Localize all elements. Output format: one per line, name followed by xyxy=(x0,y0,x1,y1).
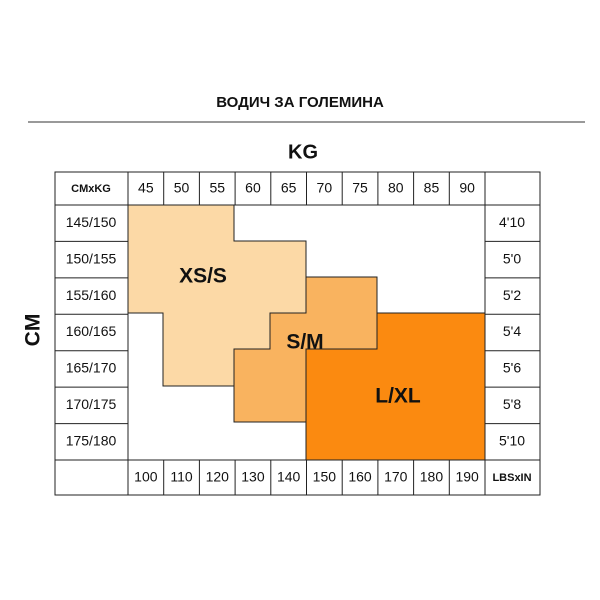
lbs-cell: 190 xyxy=(455,469,479,485)
kg-cell: 70 xyxy=(317,180,333,196)
kg-cell: 50 xyxy=(174,180,190,196)
kg-cell: 80 xyxy=(388,180,404,196)
cm-cell: 160/165 xyxy=(66,323,117,339)
kg-cell: 75 xyxy=(352,180,368,196)
in-cell: 4'10 xyxy=(499,214,525,230)
lbs-cell: 130 xyxy=(241,469,265,485)
in-cell: 5'8 xyxy=(503,396,521,412)
lbs-cell: 150 xyxy=(313,469,337,485)
size-label: XS/S xyxy=(179,265,227,288)
in-cell: 5'2 xyxy=(503,287,521,303)
size-label: S/M xyxy=(286,331,323,354)
in-cell: 5'10 xyxy=(499,432,525,448)
lbs-cell: 160 xyxy=(348,469,372,485)
in-cell: 5'4 xyxy=(503,323,521,339)
corner-top: CMxKG xyxy=(71,183,111,195)
corner-bottom: LBSxIN xyxy=(492,472,531,484)
kg-cell: 65 xyxy=(281,180,297,196)
lbs-cell: 170 xyxy=(384,469,408,485)
cm-cell: 165/170 xyxy=(66,360,117,376)
kg-cell: 85 xyxy=(424,180,440,196)
kg-cell: 90 xyxy=(459,180,475,196)
kg-label: KG xyxy=(288,141,318,163)
lbs-cell: 180 xyxy=(420,469,444,485)
lbs-cell: 120 xyxy=(206,469,230,485)
kg-cell: 55 xyxy=(209,180,225,196)
cm-cell: 145/150 xyxy=(66,214,117,230)
title: ВОДИЧ ЗА ГОЛЕМИНА xyxy=(216,94,384,111)
kg-cell: 45 xyxy=(138,180,154,196)
cm-cell: 170/175 xyxy=(66,396,117,412)
table-border xyxy=(54,171,541,496)
cm-cell: 155/160 xyxy=(66,287,117,303)
in-cell: 5'0 xyxy=(503,250,521,266)
kg-cell: 60 xyxy=(245,180,261,196)
lbs-cell: 100 xyxy=(134,469,158,485)
lbs-cell: 110 xyxy=(170,469,193,485)
cm-cell: 175/180 xyxy=(66,432,117,448)
size-label: L/XL xyxy=(375,385,421,408)
in-cell: 5'6 xyxy=(503,360,521,376)
lbs-cell: 140 xyxy=(277,469,301,485)
cm-cell: 150/155 xyxy=(66,250,117,266)
cm-label: CM xyxy=(22,314,45,347)
